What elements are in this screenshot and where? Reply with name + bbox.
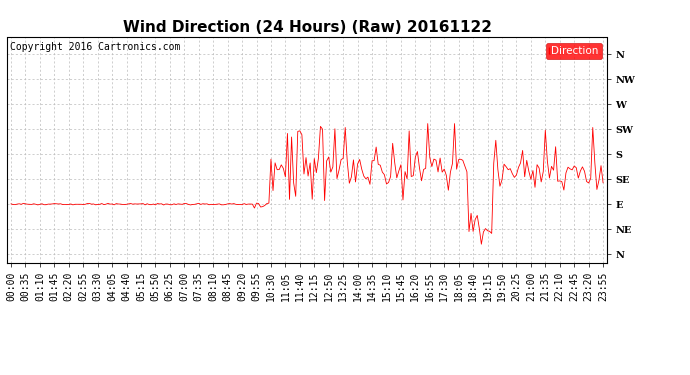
Legend: Direction: Direction	[546, 43, 602, 59]
Text: Copyright 2016 Cartronics.com: Copyright 2016 Cartronics.com	[10, 42, 180, 52]
Title: Wind Direction (24 Hours) (Raw) 20161122: Wind Direction (24 Hours) (Raw) 20161122	[123, 20, 491, 35]
